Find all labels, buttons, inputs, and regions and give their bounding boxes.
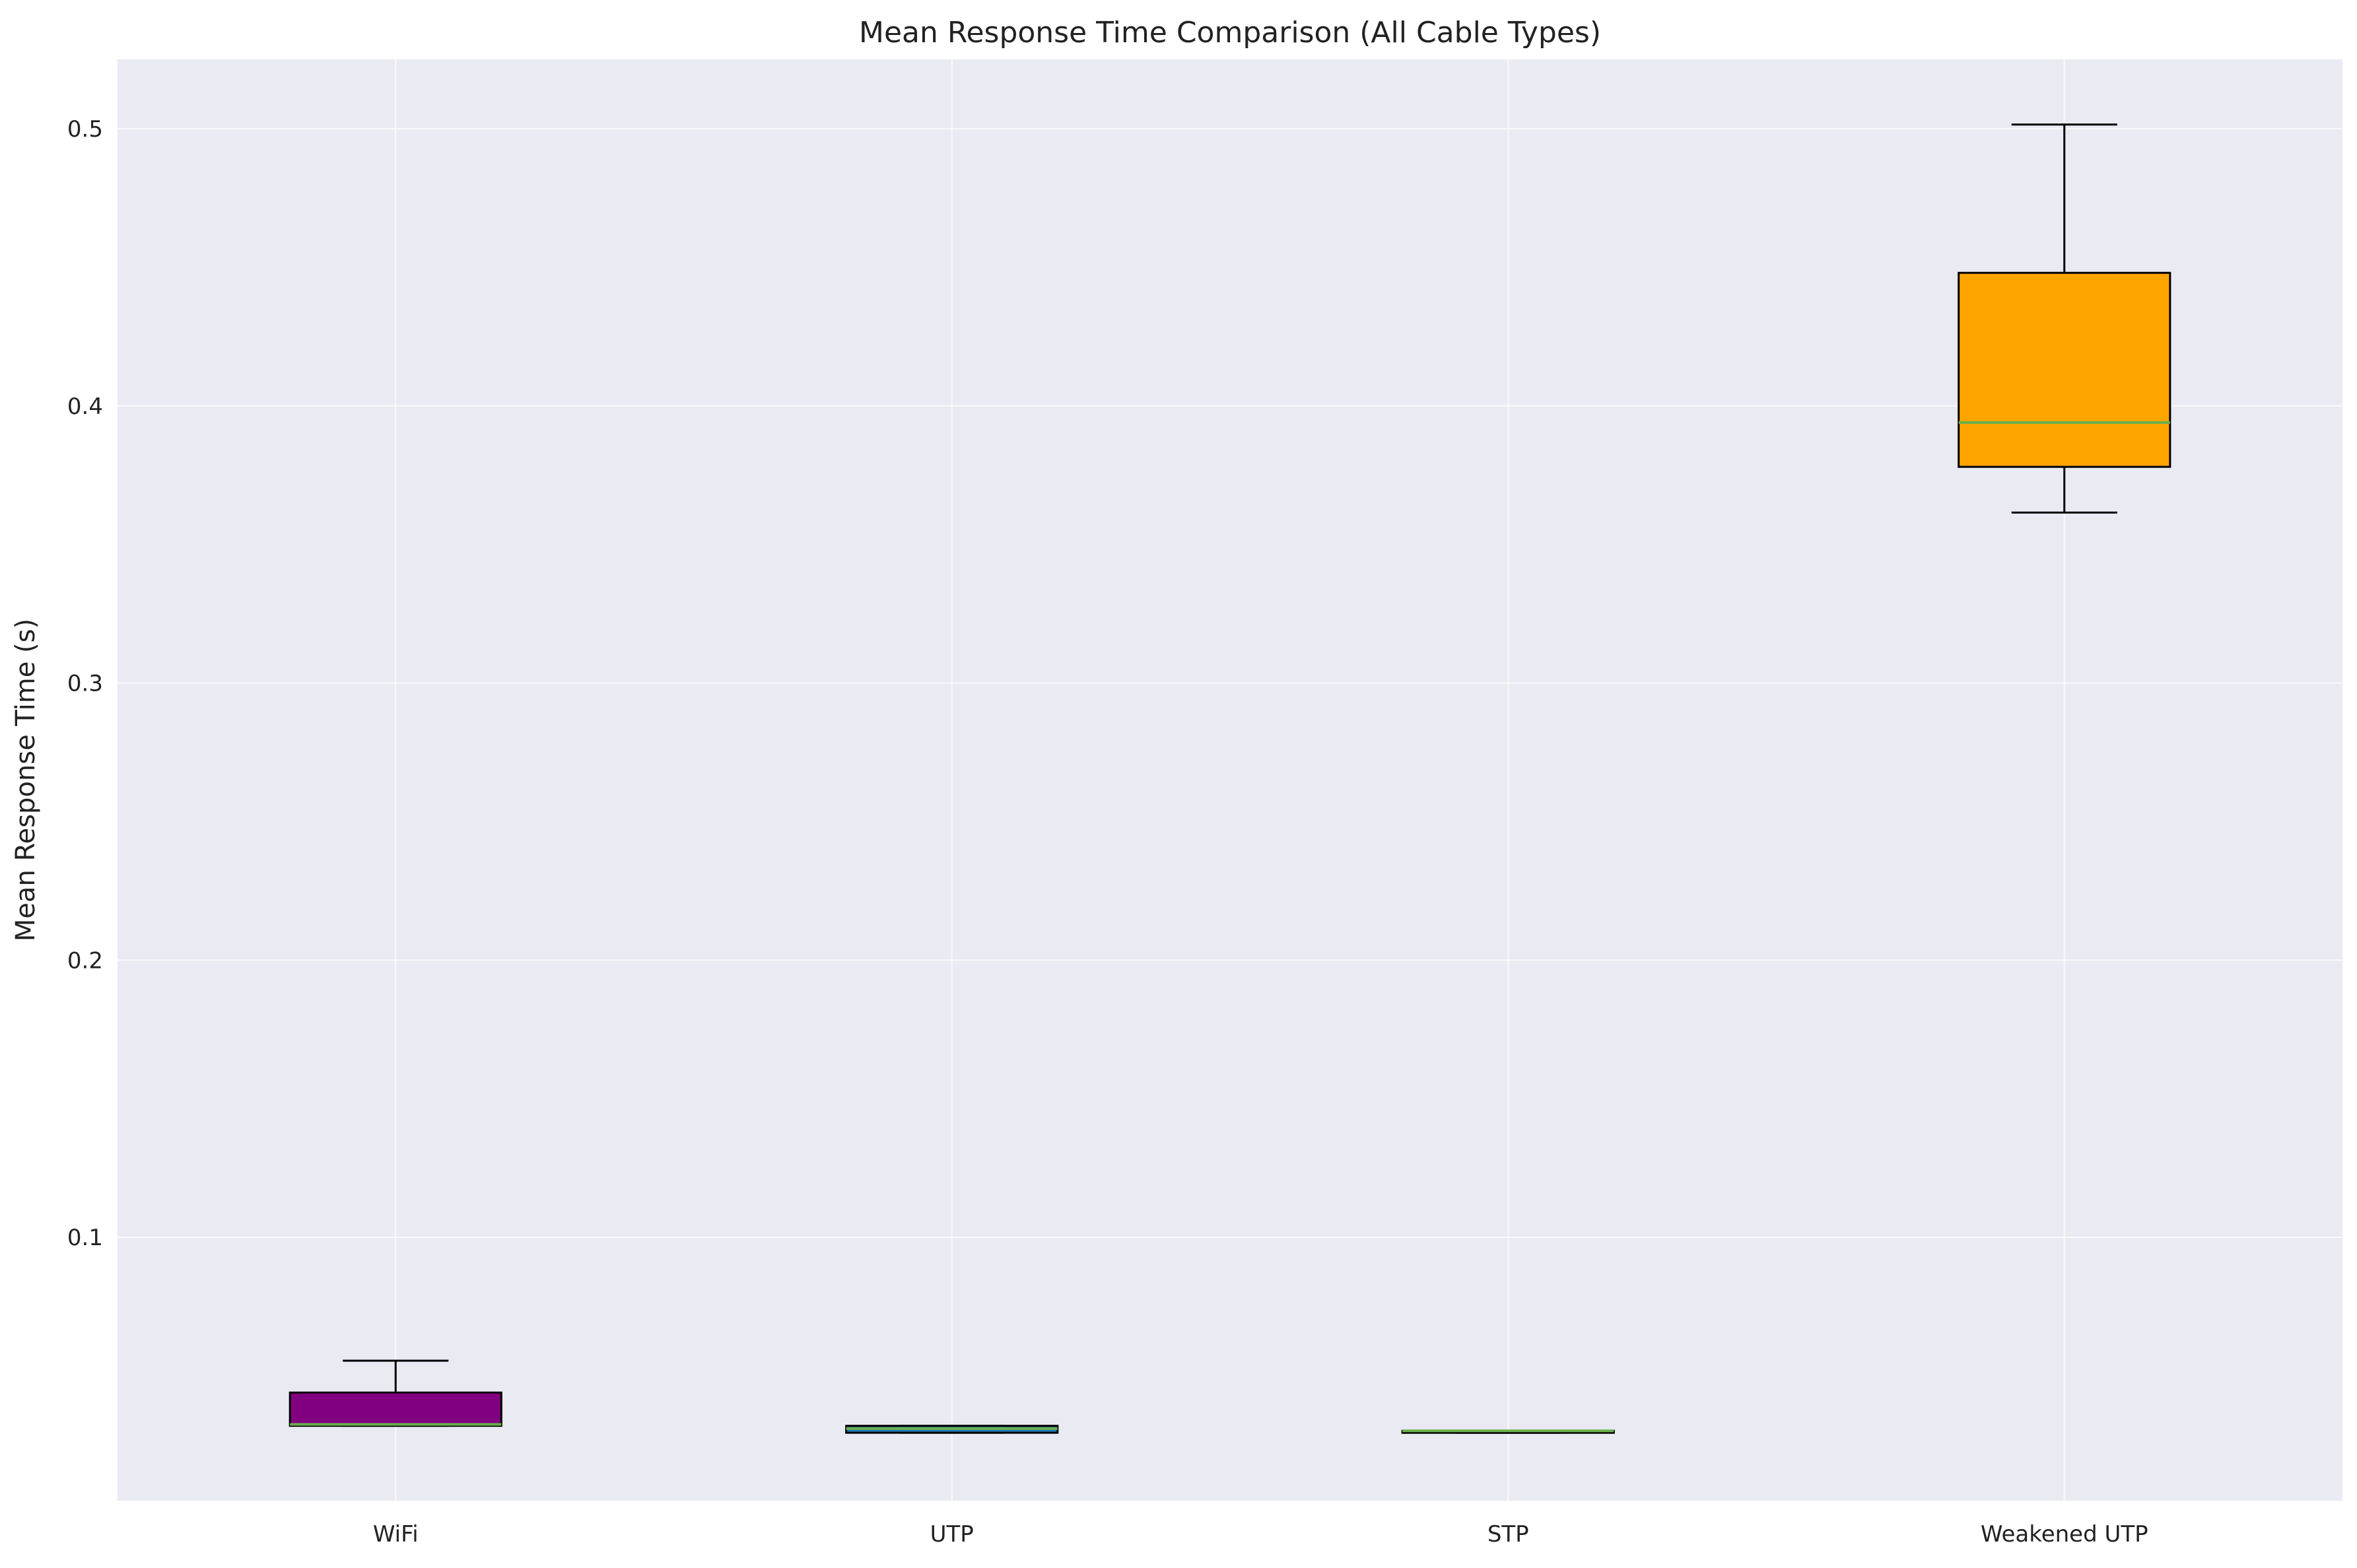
box-group-weakened-utp	[1958, 123, 2171, 514]
y-tick-label: 0.2	[67, 947, 103, 974]
y-tick-label: 0.1	[67, 1225, 103, 1251]
y-tick-label: 0.5	[67, 116, 103, 143]
x-tick-label: UTP	[930, 1521, 974, 1548]
x-tick-label: STP	[1487, 1521, 1529, 1548]
chart-title: Mean Response Time Comparison (All Cable…	[859, 16, 1601, 50]
box-group-wifi	[289, 1359, 502, 1427]
tick-labels: 0.1 0.2 0.3 0.4 0.5 WiFi UTP STP Weakened UTP	[67, 116, 2148, 1548]
y-tick-label: 0.3	[67, 671, 103, 697]
box-rect	[289, 1391, 502, 1427]
x-tick-label: Weakened UTP	[1981, 1521, 2148, 1548]
box-rect	[1958, 271, 2171, 468]
y-tick-label: 0.4	[67, 393, 103, 420]
box-group-stp	[1401, 1429, 1615, 1434]
y-axis-label: Mean Response Time (s)	[11, 619, 41, 941]
x-tick-label: WiFi	[373, 1521, 419, 1548]
box-group-utp	[845, 1425, 1059, 1434]
boxes-layer	[289, 123, 2171, 1434]
